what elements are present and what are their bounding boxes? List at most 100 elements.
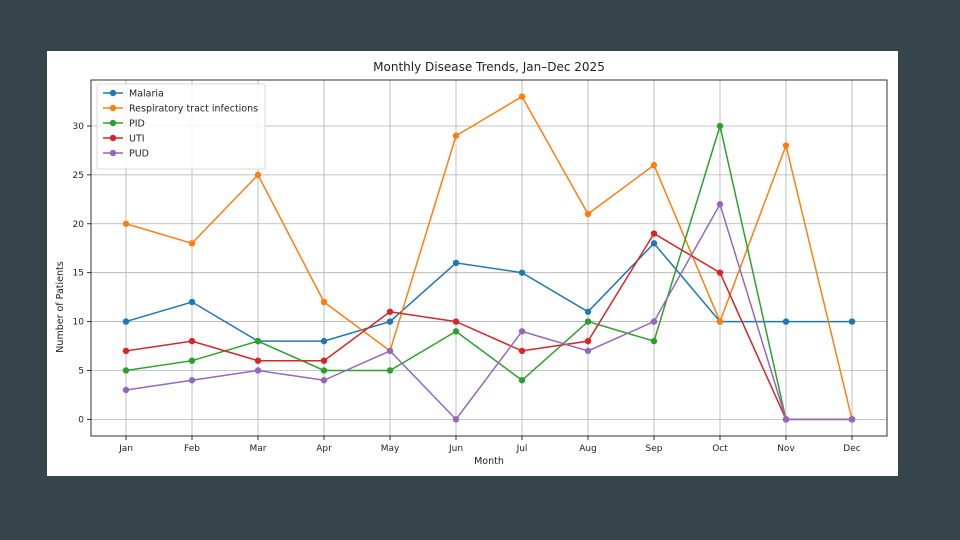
series-pud <box>122 201 856 423</box>
y-tick-label: 0 <box>78 415 84 425</box>
data-point-pud <box>650 318 658 325</box>
x-tick-label: Nov <box>777 444 795 454</box>
series-line-pud <box>125 202 852 421</box>
data-point-respiratory-tract-infections <box>254 171 262 179</box>
x-tick-label: Feb <box>184 444 200 454</box>
x-tick-label: Jul <box>516 444 528 454</box>
data-point-pid <box>650 337 658 345</box>
data-point-pud <box>518 328 526 335</box>
data-point-uti <box>452 318 460 325</box>
data-point-respiratory-tract-infections <box>122 220 130 227</box>
data-point-pud <box>716 201 724 208</box>
plot-frame <box>90 79 888 437</box>
series-pid <box>122 122 856 423</box>
x-axis-label: Month <box>474 456 504 467</box>
x-tick-label: Jan <box>118 444 133 454</box>
legend-swatch-marker <box>109 134 117 142</box>
series-line-respiratory-tract-infections <box>125 95 853 420</box>
data-point-uti <box>716 269 724 276</box>
data-point-pid <box>584 318 592 325</box>
legend-label: Respiratory tract infections <box>129 104 258 115</box>
x-tick-label: Oct <box>712 444 728 454</box>
legend-label: Malaria <box>129 89 164 100</box>
y-tick-label: 30 <box>73 122 85 132</box>
legend-item: UTI <box>103 134 145 145</box>
data-point-uti <box>650 230 658 237</box>
data-point-uti <box>188 337 196 345</box>
legend-swatch-marker <box>109 89 117 97</box>
y-tick-label: 10 <box>73 318 85 328</box>
data-point-pid <box>716 122 724 130</box>
data-point-pud <box>122 386 130 394</box>
data-point-pud <box>782 416 790 423</box>
legend-swatch-marker <box>109 119 117 127</box>
y-tick-label: 5 <box>78 366 84 376</box>
y-axis-label: Number of Patients <box>55 261 66 352</box>
data-point-pud <box>188 377 196 384</box>
data-point-uti <box>584 337 592 345</box>
data-point-uti <box>518 347 526 355</box>
legend-item: Respiratory tract infections <box>103 104 258 115</box>
legend-label: PID <box>129 119 145 130</box>
gridlines <box>91 80 887 436</box>
y-tick-label: 25 <box>73 171 84 181</box>
data-point-malaria <box>782 318 790 325</box>
series-line-uti <box>125 232 852 421</box>
legend-swatch-marker <box>109 104 117 112</box>
data-point-pid <box>188 357 196 364</box>
legend-item: PUD <box>103 149 149 160</box>
legend-label: UTI <box>129 134 145 145</box>
data-point-malaria <box>848 318 856 325</box>
x-tick-label: Apr <box>316 444 332 454</box>
data-point-pid <box>386 367 394 374</box>
data-point-respiratory-tract-infections <box>782 142 790 149</box>
data-point-respiratory-tract-infections <box>650 161 658 169</box>
series-line-pid <box>125 123 852 421</box>
data-point-respiratory-tract-infections <box>716 318 724 325</box>
x-tick-label: Dec <box>843 444 860 454</box>
series-line-malaria <box>125 242 852 342</box>
data-point-malaria <box>386 318 394 325</box>
line-chart: Jan Feb Mar Apr May Jun Jul Aug Sep Oct Nov Dec 0 5 10… <box>55 60 888 467</box>
legend-swatch-marker <box>109 149 117 157</box>
data-point-malaria <box>122 318 130 325</box>
data-point-uti <box>320 357 328 364</box>
x-tick-label: Mar <box>250 444 267 454</box>
data-point-malaria <box>452 259 460 267</box>
axes: Jan Feb Mar Apr May Jun Jul Aug Sep Oct Nov Dec 0 5 10… <box>73 79 888 454</box>
chart-title: Monthly Disease Trends, Jan–Dec 2025 <box>373 60 605 74</box>
data-point-pud <box>320 377 328 384</box>
legend: Malaria Respiratory tract infections PID UT… <box>96 83 266 170</box>
data-point-respiratory-tract-infections <box>188 240 196 247</box>
data-point-pud <box>848 416 856 423</box>
data-point-pud <box>386 347 394 355</box>
series-group <box>122 93 856 423</box>
data-point-pud <box>254 367 262 374</box>
chart-card: Jan Feb Mar Apr May Jun Jul Aug Sep Oct Nov Dec 0 5 10… <box>47 51 898 476</box>
x-tick-label: Sep <box>646 444 663 454</box>
legend-item: PID <box>103 119 145 130</box>
x-tick-label: Aug <box>579 444 597 454</box>
x-tick-label: May <box>381 444 400 454</box>
legend-item: Malaria <box>103 89 164 100</box>
y-tick-label: 15 <box>73 269 84 279</box>
data-point-respiratory-tract-infections <box>452 132 460 139</box>
data-point-uti <box>122 347 130 355</box>
y-tick-label: 20 <box>73 220 85 230</box>
legend-label: PUD <box>129 149 149 160</box>
data-point-respiratory-tract-infections <box>584 210 592 218</box>
data-point-uti <box>386 308 394 315</box>
data-point-malaria <box>584 308 592 315</box>
data-point-pid <box>320 367 328 374</box>
data-point-pid <box>254 337 262 345</box>
data-point-pid <box>518 377 526 384</box>
data-point-uti <box>254 357 262 364</box>
data-point-malaria <box>320 337 328 345</box>
data-point-respiratory-tract-infections <box>518 93 526 100</box>
legend-box <box>96 83 266 170</box>
data-point-pud <box>584 347 592 355</box>
data-point-pid <box>452 328 460 335</box>
data-point-malaria <box>650 240 658 247</box>
data-point-respiratory-tract-infections <box>320 298 328 306</box>
data-point-pud <box>452 416 460 423</box>
